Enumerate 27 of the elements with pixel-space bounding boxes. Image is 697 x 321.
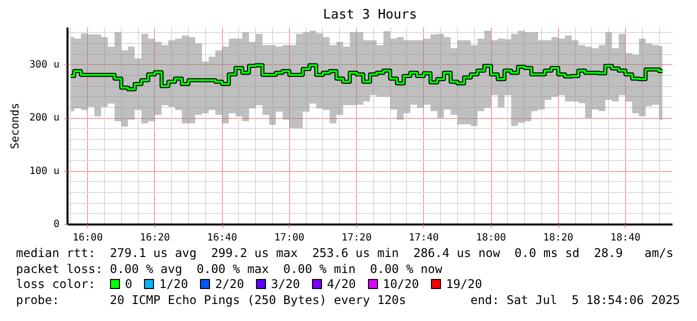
- x-tick-label: 17:20: [342, 232, 372, 244]
- legend-label: 4/20: [326, 277, 356, 291]
- y-tick-label: 300 u: [29, 59, 60, 70]
- chart-title: Last 3 Hours: [323, 8, 417, 22]
- legend-label: 3/20: [271, 277, 300, 291]
- x-tick-label: 18:40: [610, 232, 641, 244]
- legend-label: 10/20: [382, 277, 419, 291]
- legend-label: 1/20: [159, 277, 188, 291]
- text: packet loss: 0.00 % avg 0.00 % max 0.00 % min 0.00 % now: [16, 262, 444, 277]
- x-tick-label: 17:00: [274, 232, 304, 244]
- x-tick-label: 16:40: [207, 232, 238, 244]
- x-tick-label: 16:20: [140, 232, 170, 244]
- text: probe: 20 ICMP Echo Pings (250 Bytes) every 120s: [16, 292, 406, 308]
- x-tick-label: 16:00: [72, 232, 103, 244]
- legend-label: 19/20: [446, 277, 482, 291]
- x-tick-label: 18:00: [476, 232, 506, 244]
- x-tick-label: 18:20: [543, 232, 574, 244]
- text: end: Sat Jul 5 18:54:06 2025: [470, 292, 680, 308]
- y-tick-label: 0: [53, 219, 60, 230]
- legend-title: loss color:: [16, 277, 96, 292]
- text: median rtt: 279.1 us avg 299.2 us max 253.6 us min 286.4 us now 0.0 ms sd 28.9 am/s: [16, 246, 674, 262]
- y-axis-title: Seconds: [8, 102, 22, 150]
- x-tick-label: 17:40: [408, 232, 439, 244]
- legend-label: 0: [125, 277, 132, 291]
- y-tick-label: 100 u: [29, 166, 60, 177]
- y-tick-label: 200 u: [29, 112, 60, 124]
- legend-label: 2/20: [215, 277, 244, 291]
